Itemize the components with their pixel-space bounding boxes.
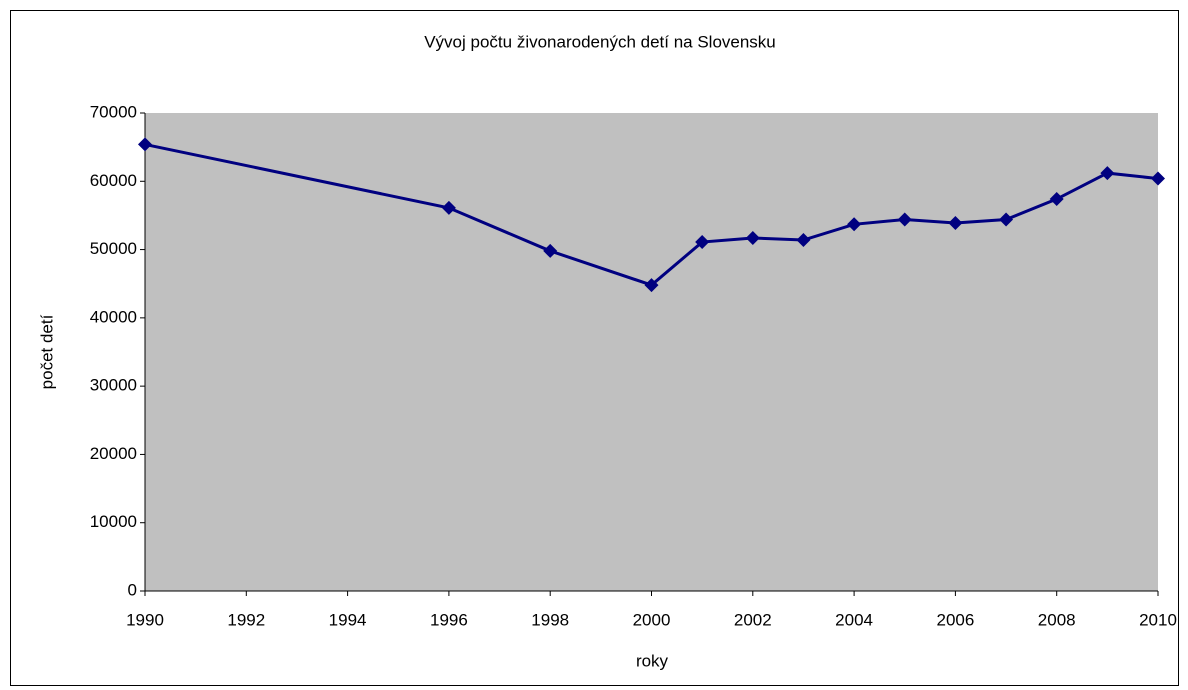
x-tick-label: 2002 <box>734 610 772 629</box>
series-line <box>144 142 1159 287</box>
x-tick-label: 2000 <box>633 610 671 629</box>
y-tick-label: 0 <box>128 580 137 599</box>
marker <box>1151 171 1165 186</box>
marker <box>948 215 963 230</box>
x-tick-label: 2004 <box>835 610 873 629</box>
x-axis-label: roky <box>636 651 669 670</box>
marker <box>644 278 659 293</box>
x-tick-label: 2006 <box>936 610 974 629</box>
marker <box>138 137 152 152</box>
y-tick-label: 50000 <box>90 239 137 258</box>
x-tick-label: 1992 <box>227 610 265 629</box>
x-tick-label: 1994 <box>329 610 367 629</box>
y-tick-label: 60000 <box>90 171 137 190</box>
marker <box>745 230 760 245</box>
marker <box>847 217 862 232</box>
marker <box>1049 192 1064 207</box>
marker <box>999 212 1014 227</box>
marker <box>1100 166 1115 181</box>
marker <box>543 243 558 258</box>
marker <box>441 200 456 215</box>
y-tick-label: 40000 <box>90 307 137 326</box>
plot-area <box>145 113 1158 591</box>
y-axis-label: počet detí <box>37 314 56 389</box>
x-tick-label: 2008 <box>1038 610 1076 629</box>
x-tick-label: 1998 <box>531 610 569 629</box>
x-tick-label: 2010 <box>1139 610 1177 629</box>
marker <box>695 235 710 250</box>
y-tick-label: 10000 <box>90 512 137 531</box>
marker <box>796 233 811 248</box>
y-tick-label: 20000 <box>90 444 137 463</box>
x-tick-label: 1996 <box>430 610 468 629</box>
y-tick-label: 70000 <box>90 102 137 121</box>
y-tick-label: 30000 <box>90 376 137 395</box>
chart-title: Vývoj počtu živonarodených detí na Slove… <box>424 32 776 51</box>
x-tick-label: 1990 <box>126 610 164 629</box>
marker <box>897 212 912 227</box>
